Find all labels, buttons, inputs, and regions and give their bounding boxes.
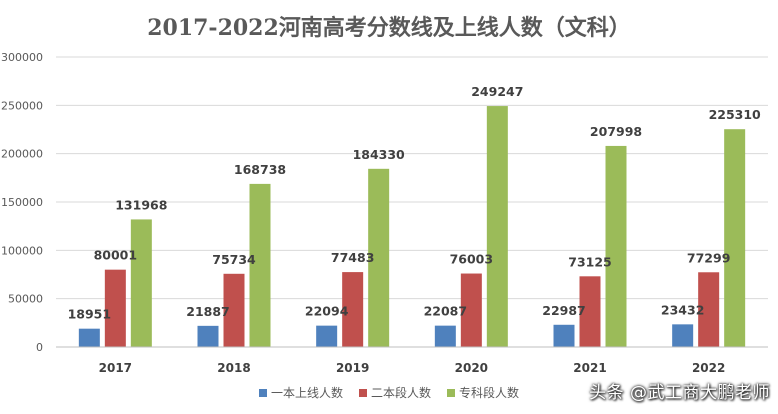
watermark: 头条 @武工商大鹏老师 xyxy=(589,383,770,403)
data-labels: 18951 80001 131968 21887 75734 168738 22094 774… xyxy=(68,84,761,322)
data-label: 22094 xyxy=(305,304,349,319)
bars xyxy=(78,106,746,347)
data-label: 207998 xyxy=(590,124,642,139)
legend-label: 二本段人数 xyxy=(370,386,431,400)
bar-3-2021 xyxy=(605,145,627,347)
y-axis: 0 50000 100000 150000 200000 250000 300000 xyxy=(1,51,43,354)
data-label: 80001 xyxy=(94,248,138,263)
data-label: 21887 xyxy=(186,304,230,319)
x-tick-label: 2022 xyxy=(692,361,725,375)
legend: 一本上线人数 二本段人数 专科段人数 xyxy=(0,384,778,401)
bar-1-2018 xyxy=(197,325,219,347)
bar-2-2017 xyxy=(104,269,126,347)
bar-2-2021 xyxy=(579,276,601,347)
data-label: 76003 xyxy=(450,252,494,267)
y-tick-label: 150000 xyxy=(1,196,43,209)
y-tick-label: 50000 xyxy=(8,293,43,306)
y-tick-label: 300000 xyxy=(1,51,43,64)
data-label: 22987 xyxy=(542,303,586,318)
y-tick-label: 200000 xyxy=(1,148,43,161)
data-label: 77483 xyxy=(331,250,375,265)
data-label: 73125 xyxy=(568,254,612,269)
legend-item: 二本段人数 xyxy=(358,384,431,401)
data-label: 184330 xyxy=(353,147,405,162)
bar-3-2017 xyxy=(130,219,152,347)
bar-2-2018 xyxy=(223,273,245,347)
bar-2-2022 xyxy=(698,272,720,347)
data-label: 225310 xyxy=(709,107,761,122)
y-tick-label: 0 xyxy=(36,341,43,354)
data-label: 77299 xyxy=(687,250,731,265)
y-tick-label: 250000 xyxy=(1,99,43,112)
data-label: 168738 xyxy=(234,162,286,177)
x-tick-label: 2018 xyxy=(217,361,250,375)
bar-3-2019 xyxy=(368,168,390,347)
x-tick-label: 2019 xyxy=(336,361,369,375)
data-label: 22087 xyxy=(424,304,468,319)
data-label: 131968 xyxy=(115,197,167,212)
x-tick-label: 2021 xyxy=(573,361,606,375)
bar-3-2018 xyxy=(249,183,271,347)
legend-item: 一本上线人数 xyxy=(258,384,343,401)
bar-1-2021 xyxy=(553,324,575,347)
bar-3-2022 xyxy=(724,129,746,347)
x-axis: 2017 2018 2019 2020 2021 2022 xyxy=(56,346,768,375)
legend-swatch xyxy=(358,388,367,397)
bar-1-2017 xyxy=(78,328,100,347)
chart-title: 2017-2022河南高考分数线及上线人数（文科） xyxy=(147,15,631,41)
y-tick-label: 100000 xyxy=(1,244,43,257)
bar-3-2020 xyxy=(486,106,508,347)
legend-label: 一本上线人数 xyxy=(270,386,343,400)
data-label: 23432 xyxy=(661,302,705,317)
bar-1-2019 xyxy=(316,325,338,347)
legend-label: 专科段人数 xyxy=(459,386,520,400)
x-tick-label: 2020 xyxy=(455,361,488,375)
legend-swatch xyxy=(258,388,267,397)
legend-item: 专科段人数 xyxy=(447,384,519,401)
bar-1-2022 xyxy=(672,324,694,347)
bar-1-2020 xyxy=(434,325,456,347)
data-label: 249247 xyxy=(471,84,523,99)
bar-2-2019 xyxy=(342,272,364,347)
legend-swatch xyxy=(447,388,455,397)
data-label: 18951 xyxy=(68,307,112,322)
data-label: 75734 xyxy=(212,252,256,267)
x-tick-label: 2017 xyxy=(99,361,132,375)
bar-2-2020 xyxy=(460,273,482,347)
